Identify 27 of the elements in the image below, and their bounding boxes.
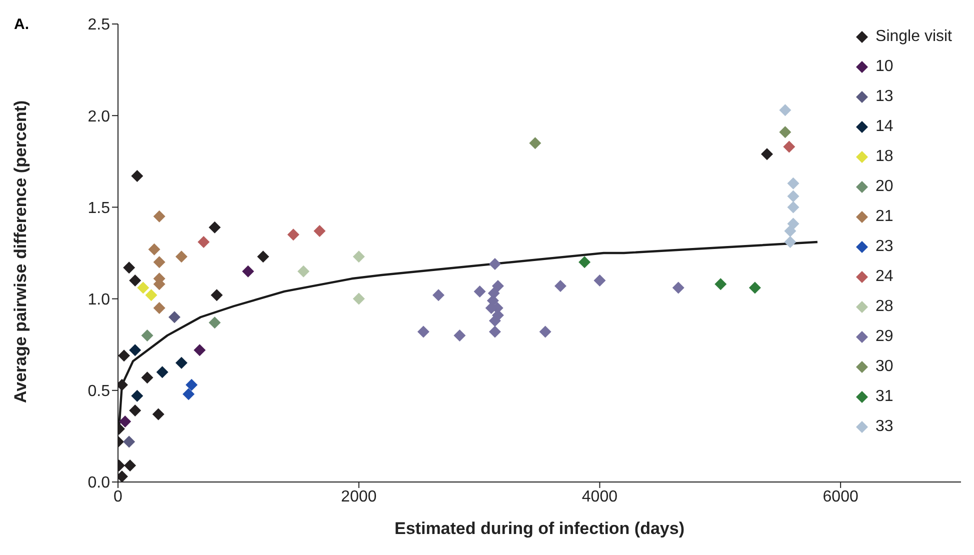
legend-label: 21 [876, 207, 894, 227]
y-tick-label: 1.5 [88, 200, 110, 217]
y-tick-label: 0.0 [88, 474, 110, 492]
x-tick-label: 0 [114, 488, 123, 506]
x-axis-title: Estimated during of infection (days) [394, 519, 684, 538]
legend-label: 24 [876, 267, 894, 287]
legend-label: 18 [876, 147, 894, 167]
y-tick-label: 2.0 [88, 108, 110, 126]
legend-label: 29 [876, 327, 894, 347]
x-tick-label: 2000 [341, 488, 377, 506]
legend-label: 30 [876, 357, 894, 377]
legend-label: Single visit [876, 27, 952, 47]
legend-label: 28 [876, 297, 894, 317]
x-tick-label: 6000 [822, 488, 858, 506]
legend-label: 20 [876, 177, 894, 197]
y-tick-label: 0.5 [88, 383, 110, 400]
x-tick-label: 4000 [582, 488, 618, 506]
text: A. [14, 16, 29, 33]
legend-label: 14 [876, 117, 894, 137]
legend-label: 13 [876, 87, 894, 107]
y-axis-title: Average pairwise difference (percent) [11, 100, 30, 403]
legend-label: 10 [876, 57, 894, 77]
y-tick-label: 2.5 [88, 16, 110, 34]
legend-label: 31 [876, 387, 894, 407]
legend-label: 33 [876, 417, 894, 437]
legend-label: 23 [876, 237, 894, 257]
y-tick-label: 1.0 [88, 291, 110, 308]
